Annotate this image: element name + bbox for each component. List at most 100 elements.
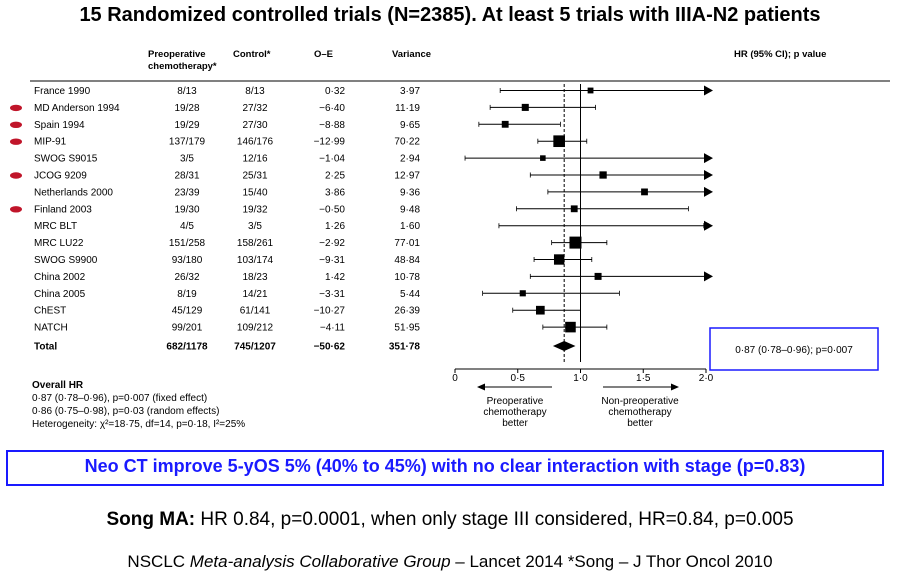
trial-name-1: MD Anderson 1994 xyxy=(34,103,120,114)
citation-pre: NSCLC xyxy=(127,552,190,571)
summary-text: 0·87 (0·78–0·96); p=0·007 xyxy=(735,345,853,356)
trial-oe-13: −10·27 xyxy=(314,306,346,317)
trial-preop-9: 151/258 xyxy=(169,238,206,249)
song-text: HR 0.84, p=0.0001, when only stage III c… xyxy=(195,509,794,530)
trial-name-3: MIP-91 xyxy=(34,137,67,148)
right-label-0: Non-preoperative xyxy=(601,396,679,407)
trial-oe-8: 1·26 xyxy=(325,221,345,232)
trial-point-5 xyxy=(599,171,607,179)
trial-name-12: China 2005 xyxy=(34,289,86,300)
header-preop-2: chemotherapy* xyxy=(148,61,217,72)
trial-variance-7: 9·48 xyxy=(400,204,420,215)
trial-variance-3: 70·22 xyxy=(394,137,420,148)
trial-control-13: 61/141 xyxy=(240,306,271,317)
trial-preop-5: 28/31 xyxy=(174,171,199,182)
trial-preop-10: 93/180 xyxy=(172,255,203,266)
song-note: Song MA: HR 0.84, p=0.0001, when only st… xyxy=(0,509,900,531)
right-label-2: better xyxy=(627,418,653,429)
callout-text: Neo CT improve 5-yOS 5% (40% to 45%) wit… xyxy=(84,456,806,476)
trial-preop-3: 137/179 xyxy=(169,137,206,148)
trial-variance-12: 5·44 xyxy=(400,289,420,300)
header-control: Control* xyxy=(233,49,271,60)
trial-name-10: SWOG S9900 xyxy=(34,255,98,266)
trial-oe-7: −0·50 xyxy=(319,204,345,215)
trial-preop-12: 8/19 xyxy=(177,289,197,300)
total-oe: −50·62 xyxy=(314,342,346,353)
trial-point-4 xyxy=(540,155,546,161)
trial-name-6: Netherlands 2000 xyxy=(34,187,113,198)
trial-variance-5: 12·97 xyxy=(394,171,420,182)
trial-control-14: 109/212 xyxy=(237,323,274,334)
trial-arrow-4 xyxy=(704,153,713,164)
trial-control-11: 18/23 xyxy=(242,272,267,283)
trial-name-5: JCOG 9209 xyxy=(34,171,87,182)
trial-control-0: 8/13 xyxy=(245,86,265,97)
trial-name-2: Spain 1994 xyxy=(34,120,85,131)
trial-control-1: 27/32 xyxy=(242,103,267,114)
trial-oe-9: −2·92 xyxy=(319,238,345,249)
chart-title: 15 Randomized controlled trials (N=2385)… xyxy=(79,4,821,26)
trial-control-5: 25/31 xyxy=(242,171,267,182)
x-tick-label-3: 1·5 xyxy=(636,373,651,384)
trial-variance-4: 2·94 xyxy=(400,154,420,165)
trial-control-6: 15/40 xyxy=(242,187,267,198)
trial-preop-2: 19/29 xyxy=(174,120,199,131)
citation: NSCLC Meta-analysis Collaborative Group … xyxy=(0,552,900,572)
trial-oe-14: −4·11 xyxy=(320,323,346,334)
left-label-0: Preoperative xyxy=(487,396,544,407)
trial-point-2 xyxy=(501,120,509,128)
left-label-2: better xyxy=(502,418,528,429)
trial-variance-13: 26·39 xyxy=(394,306,420,317)
overall-hr: Overall HR 0·87 (0·78–0·96), p=0·007 (fi… xyxy=(32,379,245,431)
trial-variance-10: 48·84 xyxy=(394,255,420,266)
header-oe: O–E xyxy=(314,49,333,60)
x-tick-label-0: 0 xyxy=(452,373,458,384)
trial-oe-3: −12·99 xyxy=(314,137,346,148)
trial-oe-0: 0·32 xyxy=(325,86,345,97)
overall-line-1: 0·87 (0·78–0·96), p=0·007 (fixed effect) xyxy=(32,393,208,404)
trial-preop-4: 3/5 xyxy=(180,154,194,165)
trial-arrow-6 xyxy=(704,186,713,197)
left-arrow-head xyxy=(477,383,485,391)
citation-italic: Meta-analysis Collaborative Group xyxy=(189,552,451,571)
trial-point-0 xyxy=(587,87,594,94)
trial-control-7: 19/32 xyxy=(242,204,267,215)
trial-arrow-5 xyxy=(704,170,713,180)
header-preop: Preoperative xyxy=(148,49,206,60)
trial-oe-4: −1·04 xyxy=(319,154,345,165)
overall-heading: Overall HR xyxy=(32,380,84,391)
trial-point-7 xyxy=(570,205,578,213)
trial-control-10: 103/174 xyxy=(237,255,274,266)
trial-arrow-11 xyxy=(704,271,713,282)
trial-marker-1 xyxy=(10,104,22,112)
trial-name-0: France 1990 xyxy=(34,86,91,97)
right-label-1: chemotherapy xyxy=(608,407,671,418)
callout-box xyxy=(6,450,884,486)
trial-oe-5: 2·25 xyxy=(325,171,345,182)
trial-preop-7: 19/30 xyxy=(174,204,199,215)
trial-marker-2 xyxy=(10,121,22,128)
trial-oe-11: 1·42 xyxy=(325,272,345,283)
trial-control-4: 12/16 xyxy=(242,154,267,165)
trial-control-9: 158/261 xyxy=(237,238,274,249)
trial-control-8: 3/5 xyxy=(248,221,262,232)
total-preop: 682/1178 xyxy=(166,342,208,353)
trial-variance-14: 51·95 xyxy=(394,323,420,334)
trial-marker-7 xyxy=(10,206,22,213)
trial-name-13: ChEST xyxy=(34,306,66,317)
trial-variance-6: 9·36 xyxy=(400,187,420,198)
trial-point-8 xyxy=(703,223,709,229)
trial-arrow-0 xyxy=(704,85,713,96)
x-tick-label-1: 0·5 xyxy=(511,373,526,384)
trial-oe-1: −6·40 xyxy=(319,103,345,114)
trial-name-14: NATCH xyxy=(34,323,68,334)
trial-preop-13: 45/129 xyxy=(172,306,203,317)
trial-preop-0: 8/13 xyxy=(177,86,197,97)
trial-name-8: MRC BLT xyxy=(34,221,77,232)
header-hr: HR (95% CI); p value xyxy=(734,49,826,60)
trial-variance-2: 9·65 xyxy=(400,120,420,131)
trial-point-10 xyxy=(553,254,565,265)
trial-preop-6: 23/39 xyxy=(174,187,199,198)
left-label-1: chemotherapy xyxy=(483,407,546,418)
